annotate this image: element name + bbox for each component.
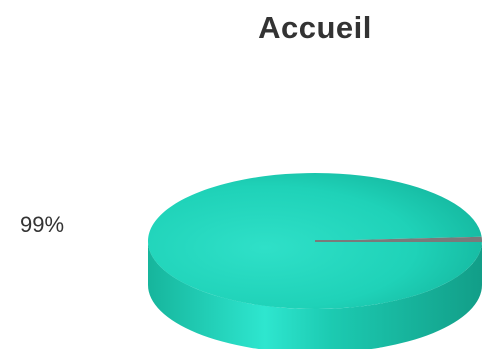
pie-slice-1 (315, 236, 482, 241)
pie-side (148, 241, 482, 349)
chart-title: Accueil (258, 10, 372, 45)
slice-data-label: 99% (20, 212, 65, 237)
pie-group (148, 172, 482, 349)
